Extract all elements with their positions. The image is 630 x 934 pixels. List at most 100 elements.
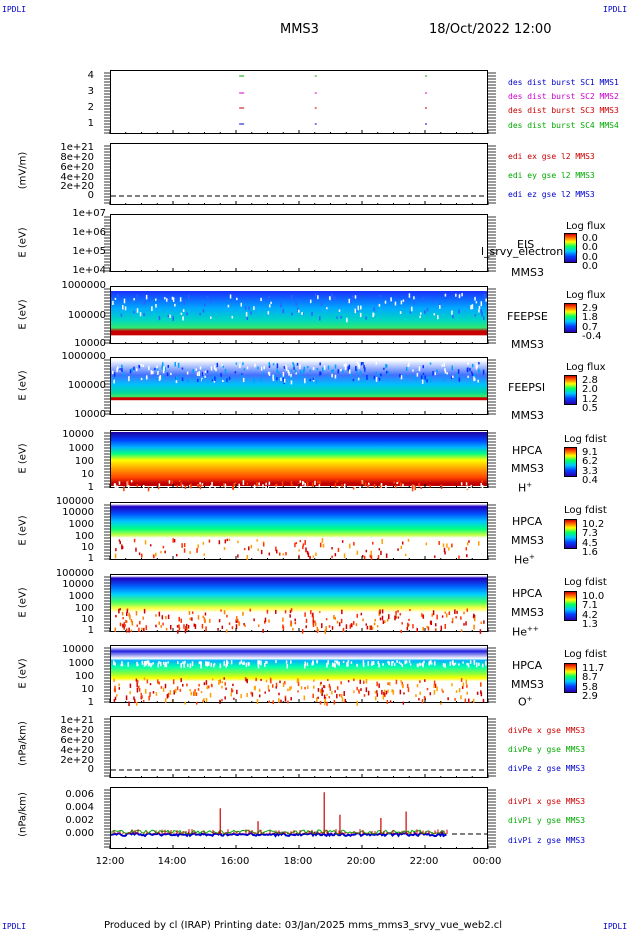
hpca-h-speckle <box>210 484 212 488</box>
colorbar-title: Log fdist <box>564 577 607 588</box>
feepse-speckle <box>297 307 299 313</box>
species-label: He++ <box>512 625 539 639</box>
feepsi-speckle <box>473 376 475 382</box>
hpca-o-speckle <box>387 689 389 693</box>
hpca-he1-speckle <box>322 543 325 548</box>
hpca-o-gap-speckle <box>462 661 464 664</box>
legend-divpe-z: divPe z gse MMS3 <box>508 764 586 773</box>
feepsi-speckle <box>224 368 227 374</box>
feepsi-speckle <box>303 366 306 372</box>
hpca-he1-speckle <box>331 547 333 550</box>
hpca-o-gap-speckle <box>121 663 124 667</box>
hpca-h-speckle <box>412 484 415 489</box>
hpca-he2-speckle <box>289 623 292 627</box>
feepsi-speckle <box>319 371 321 376</box>
hpca-he2-speckle <box>422 614 425 619</box>
feepsi-speckle <box>294 369 297 373</box>
feepse-speckle <box>474 296 476 301</box>
feepsi-speckle <box>352 378 355 382</box>
feepse-speckle <box>478 309 480 313</box>
feepsi-speckle <box>334 364 337 369</box>
feepse-speckle <box>248 306 250 311</box>
hpca-o-speckle <box>157 679 159 684</box>
hpca-he2-speckle <box>436 614 438 620</box>
hpca-he1-speckle <box>133 538 136 543</box>
feepse-speckle <box>171 296 174 300</box>
hpca-o-gap-speckle <box>189 663 192 669</box>
feepsi-speckle <box>292 362 294 365</box>
hpca-o-gap-speckle <box>422 662 424 666</box>
hpca-o-gap-speckle <box>372 661 375 665</box>
ytick: 1e+04 <box>72 265 106 276</box>
colorbar <box>564 375 577 405</box>
ytick: 10 <box>81 542 94 553</box>
hpca-he2-speckle <box>125 612 128 617</box>
hpca-o-speckle <box>297 690 299 693</box>
hpca-h-speckle <box>299 480 302 483</box>
hpca-he1-speckle <box>400 545 403 549</box>
feepsi-speckle <box>181 367 184 370</box>
hpca-he2-speckle <box>282 624 284 628</box>
hpca-o-speckle <box>279 680 281 684</box>
feepsi-speckle <box>424 375 426 380</box>
hpca-he1-speckle <box>349 543 351 549</box>
feepsi-speckle <box>226 378 228 383</box>
hpca-o-gap-speckle <box>404 660 406 665</box>
hpca-o-gap-speckle <box>136 661 138 667</box>
hpca-h-speckle <box>127 480 129 486</box>
colorbar-value: 2.9 <box>582 303 598 314</box>
hpca-o-gap-speckle <box>419 663 421 667</box>
hpca-he2-speckle <box>304 612 306 617</box>
feepse-speckle <box>182 316 184 321</box>
y-axis-label: (nPa/km) <box>17 721 29 766</box>
hpca-o-speckle <box>135 701 138 706</box>
hpca-h-speckle <box>201 483 204 486</box>
feepsi-speckle <box>300 375 303 380</box>
feepsi-speckle <box>348 364 351 370</box>
hpca-o-speckle <box>421 699 424 704</box>
feepsi-speckle <box>348 369 351 374</box>
hpca-h-speckle <box>123 486 125 492</box>
hpca-o-gap-speckle <box>306 662 309 667</box>
legend-divpe-x: divPe x gse MMS3 <box>508 726 586 735</box>
hpca-o-speckle <box>385 690 388 695</box>
hpca-o-speckle <box>246 678 248 684</box>
hpca-o-gap-speckle <box>144 663 146 667</box>
hpca-he2-speckle <box>145 625 148 631</box>
y-axis-label: E (eV) <box>17 299 29 330</box>
hpca-he2-speckle <box>349 624 352 629</box>
hpca-he2-speckle <box>257 624 260 628</box>
hpca-o-gap-speckle <box>326 663 328 668</box>
feepsi-speckle <box>206 370 209 373</box>
hpca-o-speckle <box>455 690 458 693</box>
hpca-o-speckle <box>389 682 391 686</box>
hpca-he2-speckle <box>408 618 410 622</box>
hpca-o-gap-speckle <box>367 661 370 667</box>
feepsi-speckle <box>241 373 243 376</box>
feepse-speckle <box>136 294 139 298</box>
ytick: 0.006 <box>65 789 94 800</box>
feepse-speckle <box>475 301 478 304</box>
feepse-speckle <box>349 299 352 304</box>
hpca-o-speckle <box>382 695 385 700</box>
hpca-o-gap-speckle <box>346 662 348 667</box>
ytick: 1000000 <box>61 280 106 291</box>
hpca-he1-speckle <box>305 547 307 553</box>
panel-sc-label: MMS3 <box>511 338 544 351</box>
hpca-o-gap-speckle <box>230 660 233 665</box>
hpca-o-gap-speckle <box>401 663 404 667</box>
hpca-h-speckle <box>176 485 179 488</box>
hpca-o-gap-speckle <box>327 660 330 665</box>
hpca-o-speckle <box>406 683 409 688</box>
feepsi-speckle <box>213 375 215 381</box>
hpca-he2-speckle <box>325 626 327 631</box>
ytick: 6e+20 <box>60 162 94 173</box>
hpca-o-speckle <box>230 688 233 693</box>
feepsi-speckle <box>444 370 447 374</box>
hpca-h-speckle <box>196 484 199 487</box>
feepse-speckle <box>413 302 415 305</box>
hpca-o-gap-speckle <box>247 662 250 666</box>
hpca-he2-speckle <box>128 627 130 633</box>
hpca-he1-speckle <box>356 550 359 555</box>
hpca-o-speckle <box>329 686 332 691</box>
